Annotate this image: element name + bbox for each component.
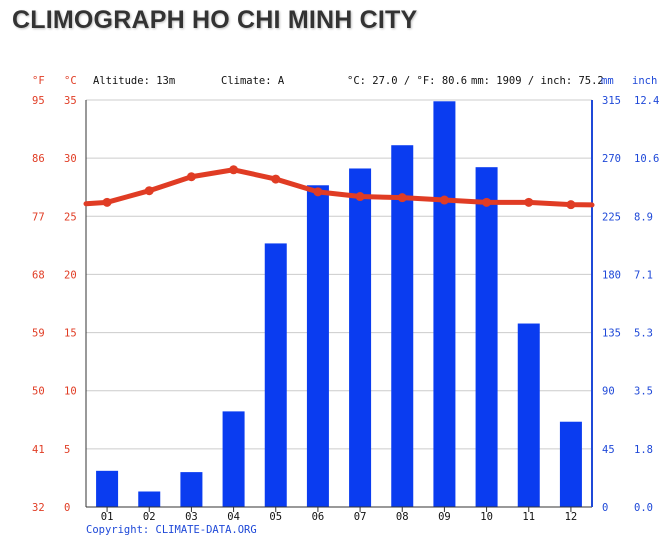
temperature-point [482,197,492,207]
x-tick-label: 10 [480,511,493,523]
precip-summary: mm: 1909 / inch: 75.2 [471,75,604,87]
precipitation-bar [391,145,414,507]
temperature-point [355,192,365,202]
x-tick-label: 04 [227,511,240,523]
tick-label-c: 35 [64,95,77,107]
precipitation-bar [222,411,245,507]
precipitation-bar [517,323,540,507]
tick-label-f: 59 [32,328,45,340]
tick-label-inch: 5.3 [634,328,653,340]
x-tick-label: 06 [312,511,325,523]
altitude-label: Altitude: 13m [93,75,175,87]
temperature-point [144,186,154,196]
precipitation-bar [138,491,161,507]
tick-label-mm: 225 [602,211,621,223]
x-tick-label: 09 [438,511,451,523]
precipitation-bar [306,185,329,507]
tick-label-inch: 3.5 [634,386,653,398]
unit-f-label: °F [32,75,45,87]
tick-label-c: 5 [64,444,70,456]
tick-label-inch: 0.0 [634,502,653,514]
tick-label-inch: 1.8 [634,444,653,456]
temperature-point [229,165,239,175]
tick-label-inch: 7.1 [634,269,653,281]
precipitation-bar [433,101,456,508]
tick-label-c: 0 [64,502,70,514]
temperature-point [271,174,281,184]
x-tick-label: 07 [354,511,367,523]
gridlines [86,99,592,450]
tick-label-inch: 12.4 [634,95,659,107]
tick-label-mm: 45 [602,444,615,456]
temp-summary: °C: 27.0 / °F: 80.6 [347,75,467,87]
temperature-point [439,195,449,205]
temperature-point [397,193,407,203]
precipitation-bars [96,101,582,508]
axes [85,100,593,512]
tick-label-mm: 0 [602,502,608,514]
tick-label-c: 15 [64,328,77,340]
x-tick-label: 01 [101,511,114,523]
tick-label-c: 30 [64,153,77,165]
tick-label-inch: 10.6 [634,153,659,165]
precipitation-bar [559,421,582,507]
copyright-label: Copyright: CLIMATE-DATA.ORG [86,524,257,536]
tick-label-mm: 90 [602,386,615,398]
tick-label-f: 86 [32,153,45,165]
temperature-line-path [83,167,595,208]
tick-label-f: 50 [32,386,45,398]
temperature-point [313,187,323,197]
tick-label-c: 20 [64,269,77,281]
temperature-point [102,197,112,207]
climate-label: Climate: A [221,75,285,87]
precipitation-bar [180,472,203,507]
x-tick-label: 12 [565,511,578,523]
tick-label-mm: 135 [602,328,621,340]
unit-inch-label: inch [632,75,657,87]
x-tick-label: 03 [185,511,198,523]
x-tick-label: 08 [396,511,409,523]
tick-label-c: 25 [64,211,77,223]
precipitation-bar [349,168,372,507]
tick-label-mm: 180 [602,269,621,281]
page-title: CLIMOGRAPH HO CHI MINH CITY [12,6,418,34]
tick-label-f: 68 [32,269,45,281]
temperature-point [186,172,196,182]
tick-label-inch: 8.9 [634,211,653,223]
tick-label-f: 77 [32,211,45,223]
tick-label-f: 95 [32,95,45,107]
unit-c-label: °C [64,75,77,87]
x-tick-label: 02 [143,511,156,523]
tick-label-mm: 270 [602,153,621,165]
precipitation-bar [264,243,287,507]
tick-label-c: 10 [64,386,77,398]
tick-label-mm: 315 [602,95,621,107]
tick-label-f: 41 [32,444,45,456]
x-tick-label: 11 [522,511,535,523]
unit-mm-label: mm [601,75,614,87]
precipitation-bar [475,167,498,507]
x-tick-label: 05 [269,511,282,523]
tick-label-f: 32 [32,502,45,514]
temperature-point [524,197,534,207]
precipitation-bar [96,470,119,507]
tick-labels: 32 0 0 0.0 41 5 45 1.8 50 10 90 3.5 59 15 135 5.3 68 20 18… [32,95,659,523]
temperature-point [566,200,576,210]
temperature-line [83,165,595,210]
